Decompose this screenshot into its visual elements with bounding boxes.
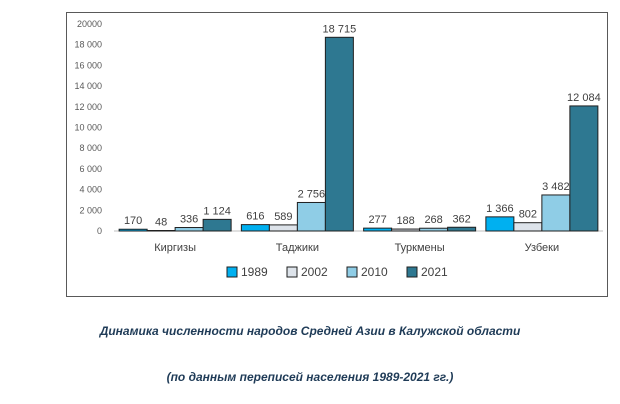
legend-label: 2021 xyxy=(421,265,448,279)
bar xyxy=(447,226,477,232)
legend-label: 2002 xyxy=(301,265,328,279)
bar xyxy=(174,227,204,232)
data-label: 336 xyxy=(180,214,198,226)
legend-swatch xyxy=(406,266,418,278)
bar xyxy=(146,230,176,232)
category-label: Таджики xyxy=(276,242,319,254)
y-tick-label: 8 000 xyxy=(79,143,102,153)
chart-caption-subtitle: (по данным переписей населения 1989-2021… xyxy=(166,370,454,384)
y-tick-label: 10 000 xyxy=(74,123,102,133)
bar xyxy=(391,228,421,232)
category-label: Узбеки xyxy=(525,242,560,254)
data-label: 1 366 xyxy=(486,203,514,215)
bar xyxy=(363,227,393,232)
y-tick-label: 4 000 xyxy=(79,185,102,195)
bar xyxy=(202,218,232,232)
y-tick-label: 20000 xyxy=(77,19,102,29)
bar xyxy=(324,36,354,232)
bar xyxy=(240,224,270,232)
data-label: 2 756 xyxy=(298,188,326,200)
data-label: 12 084 xyxy=(567,92,601,104)
bar xyxy=(118,228,148,232)
legend-swatch xyxy=(346,266,358,278)
data-label: 268 xyxy=(424,214,442,226)
data-label: 188 xyxy=(396,215,414,227)
data-label: 3 482 xyxy=(542,181,570,193)
y-tick-label: 18 000 xyxy=(74,40,102,50)
y-tick-label: 0 xyxy=(97,226,102,236)
y-tick-label: 6 000 xyxy=(79,164,102,174)
legend-swatch xyxy=(286,266,298,278)
category-label: Туркмены xyxy=(395,242,445,254)
data-label: 48 xyxy=(155,217,167,229)
bar xyxy=(296,201,326,232)
legend-label: 1989 xyxy=(241,265,268,279)
bar xyxy=(419,227,449,232)
y-tick-label: 2 000 xyxy=(79,205,102,215)
data-label: 589 xyxy=(274,211,292,223)
chart-frame: 0 2 000 4 000 6 000 8 000 10 000 12 000 14 000 1… xyxy=(66,12,608,297)
data-label: 362 xyxy=(452,213,470,225)
bar xyxy=(541,194,571,232)
data-label: 1 124 xyxy=(203,205,231,217)
legend-label: 2010 xyxy=(361,265,388,279)
legend-swatch xyxy=(226,266,238,278)
data-label: 277 xyxy=(368,214,386,226)
chart-caption-title: Динамика численности народов Средней Ази… xyxy=(99,324,521,338)
bar-chart: 0 2 000 4 000 6 000 8 000 10 000 12 000 14 000 1… xyxy=(74,19,603,279)
data-label: 170 xyxy=(124,215,142,227)
data-label: 18 715 xyxy=(323,23,357,35)
category-label: Киргизы xyxy=(154,242,196,254)
y-tick-label: 14 000 xyxy=(74,81,102,91)
y-tick-label: 12 000 xyxy=(74,102,102,112)
y-tick-label: 16 000 xyxy=(74,60,102,70)
data-label: 802 xyxy=(519,209,537,221)
bar xyxy=(513,222,543,232)
bar xyxy=(569,105,599,232)
bar xyxy=(485,216,515,232)
data-label: 616 xyxy=(246,211,264,223)
bar xyxy=(268,224,298,232)
